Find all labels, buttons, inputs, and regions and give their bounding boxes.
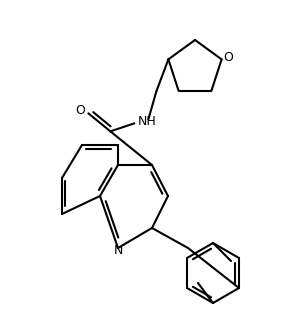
Text: N: N: [113, 244, 123, 257]
Text: O: O: [224, 51, 234, 64]
Text: NH: NH: [138, 115, 157, 128]
Text: O: O: [76, 104, 85, 117]
